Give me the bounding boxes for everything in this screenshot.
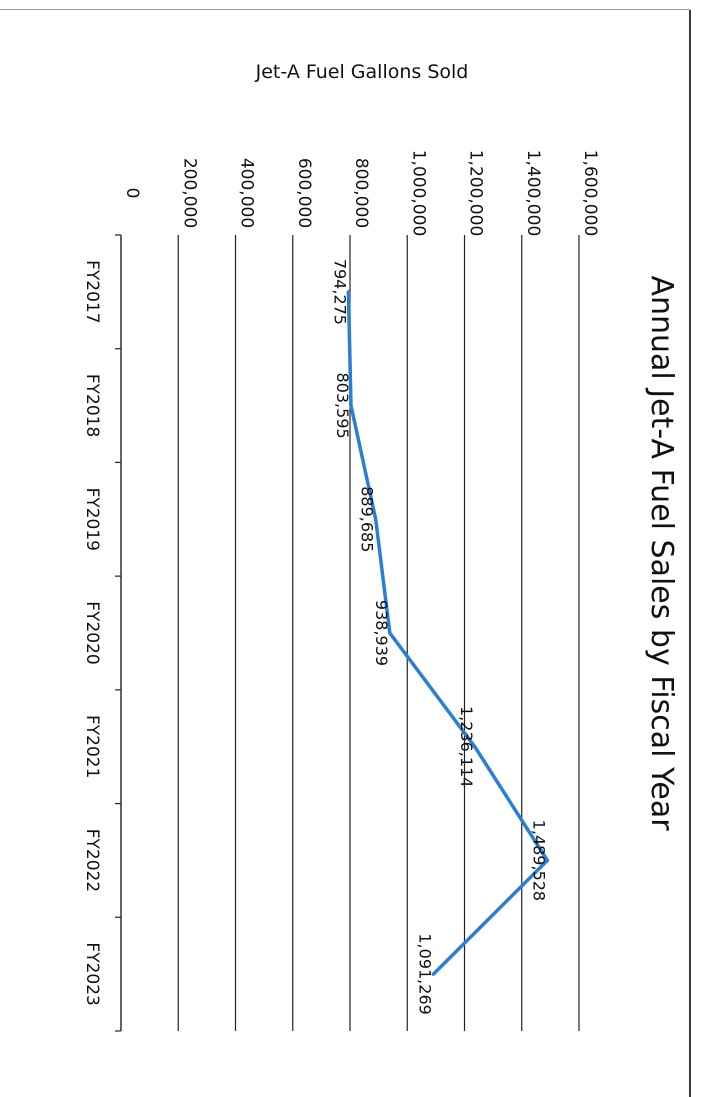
category-label: FY2020 <box>82 601 102 664</box>
data-labels: 794,275 803,595 889,685 938,939 1,236,114 1,4… <box>330 259 548 1015</box>
data-label: 794,275 <box>330 259 349 325</box>
category-label: FY2021 <box>82 715 102 778</box>
category-axis <box>115 234 122 1032</box>
category-label: FY2022 <box>82 829 102 892</box>
category-label: FY2023 <box>82 942 102 1005</box>
series-line-path <box>346 290 550 976</box>
value-tick-label: 1,000,000 <box>408 150 428 237</box>
data-label: 1,091,269 <box>415 933 434 1014</box>
series-line <box>346 290 550 976</box>
data-label: 1,489,528 <box>529 820 548 901</box>
chart-title: Annual Jet-A Fuel Sales by Fiscal Year <box>644 275 679 831</box>
value-tick-label: 400,000 <box>237 158 257 228</box>
gridlines <box>177 235 580 1031</box>
value-tick-label: 800,000 <box>351 158 371 228</box>
y-axis-label: Jet-A Fuel Gallons Sold <box>255 61 469 83</box>
value-tick-label: 1,200,000 <box>466 150 486 237</box>
category-label: FY2017 <box>82 260 102 323</box>
value-tick-label: 200,000 <box>179 158 199 228</box>
category-label: FY2019 <box>82 488 102 551</box>
category-label: FY2018 <box>82 374 102 437</box>
data-label: 938,939 <box>372 600 391 666</box>
value-tick-label: 600,000 <box>294 158 314 228</box>
data-label: 803,595 <box>333 373 352 439</box>
page-right-border <box>689 10 691 1097</box>
value-tick-label: 1,600,000 <box>580 150 600 237</box>
value-tick-label: 0 <box>122 188 142 199</box>
value-tick-label: 1,400,000 <box>523 150 543 237</box>
page-top-border <box>0 9 690 10</box>
value-tick-labels: 0 200,000 400,000 600,000 800,000 1,000,000 1,… <box>122 150 600 237</box>
data-label: 889,685 <box>358 486 377 552</box>
data-label: 1,236,114 <box>457 706 476 787</box>
category-labels: FY2017 FY2018 FY2019 FY2020 FY2021 FY2022 FY20… <box>82 260 102 1006</box>
